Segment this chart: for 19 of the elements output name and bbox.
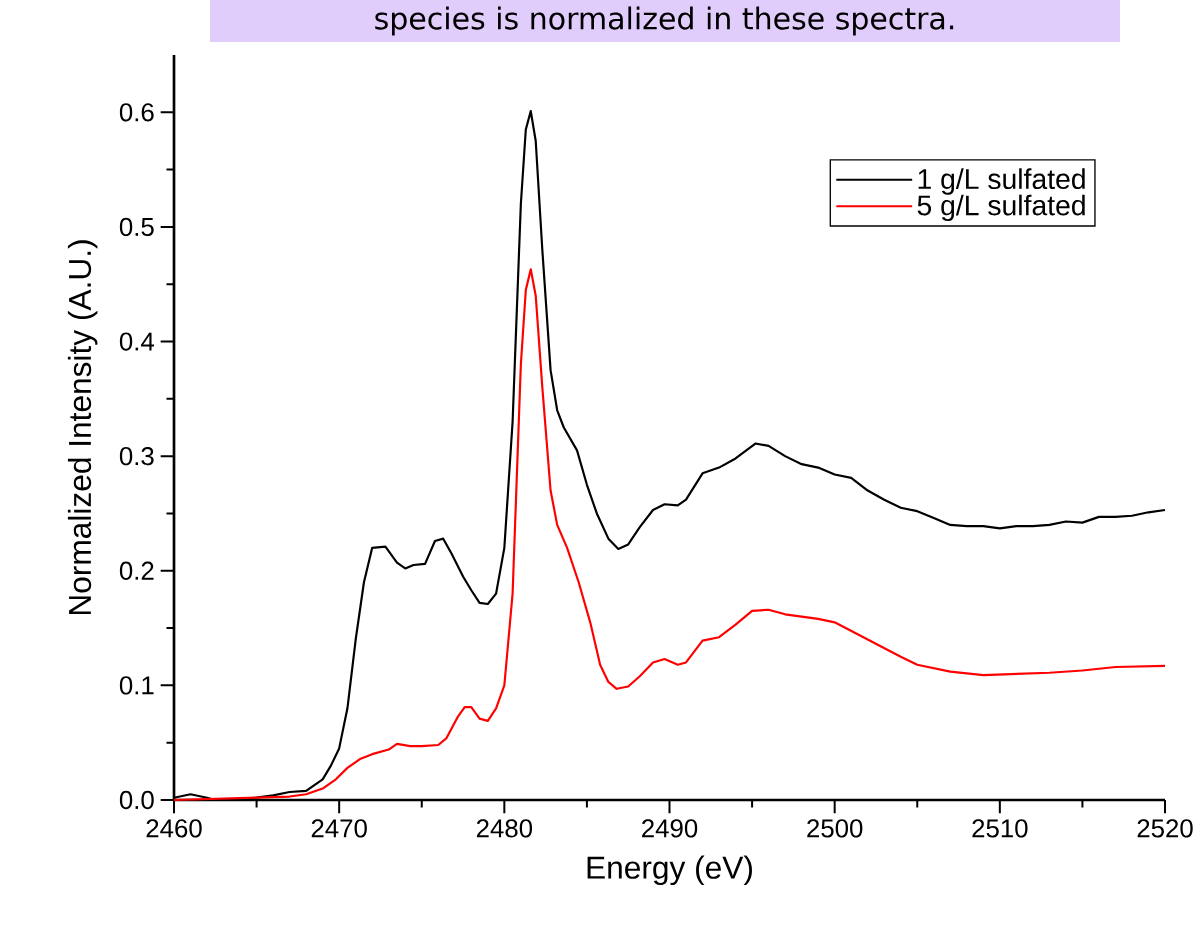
- x-tick-label: 2500: [807, 819, 863, 838]
- x-tick-label: 2460: [146, 819, 202, 838]
- x-tick-label: 2470: [311, 819, 367, 838]
- x-axis-title: Energy (eV): [587, 855, 752, 886]
- x-tick-label: 2510: [972, 819, 1028, 838]
- y-tick-label: 0.0: [119, 790, 154, 810]
- legend-label: 5 g/L sulfated: [917, 194, 1085, 222]
- y-axis-title: Normalized Intensity (A.U.): [67, 240, 98, 615]
- y-tick-label: 0.5: [119, 217, 154, 237]
- y-tick-label: 0.6: [119, 103, 154, 122]
- x-tick-label: 2480: [476, 819, 533, 838]
- x-tick-label: 2490: [642, 819, 698, 838]
- x-tick-label: 2520: [1137, 819, 1193, 838]
- legend-label: 1 g/L sulfated: [918, 168, 1085, 195]
- y-tick-label: 0.1: [119, 676, 154, 695]
- chart-title: species is normalized in these spectra.: [375, 6, 954, 36]
- y-tick-label: 0.3: [119, 447, 154, 466]
- y-tick-label: 0.2: [119, 561, 154, 580]
- y-tick-label: 0.4: [119, 332, 155, 351]
